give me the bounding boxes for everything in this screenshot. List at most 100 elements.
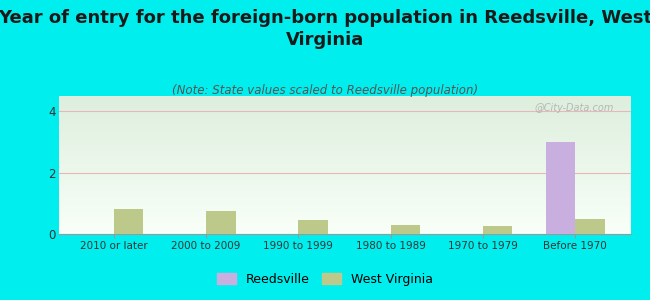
Bar	[58, 175, 630, 176]
Bar	[58, 118, 630, 119]
Bar	[58, 108, 630, 109]
Bar	[58, 137, 630, 138]
Bar	[58, 135, 630, 136]
Bar	[58, 200, 630, 201]
Bar	[114, 209, 144, 234]
Bar	[58, 209, 630, 210]
Bar	[58, 125, 630, 126]
Bar	[58, 121, 630, 122]
Bar	[58, 202, 630, 203]
Bar	[58, 216, 630, 217]
Bar	[58, 188, 630, 189]
Bar	[58, 187, 630, 188]
Bar	[58, 117, 630, 118]
Bar	[58, 232, 630, 233]
Bar	[58, 99, 630, 100]
Bar	[58, 167, 630, 168]
Bar	[298, 220, 328, 234]
Bar	[58, 147, 630, 148]
Bar	[58, 151, 630, 152]
Bar	[58, 193, 630, 194]
Bar	[58, 149, 630, 150]
Bar	[58, 122, 630, 123]
Bar	[58, 176, 630, 177]
Bar	[545, 142, 575, 234]
Bar	[58, 198, 630, 199]
Bar	[58, 114, 630, 115]
Bar	[58, 169, 630, 170]
Bar	[58, 153, 630, 154]
Bar	[58, 140, 630, 141]
Bar	[58, 158, 630, 159]
Bar	[58, 160, 630, 161]
Bar	[58, 133, 630, 134]
Bar	[58, 207, 630, 208]
Bar	[58, 168, 630, 169]
Bar	[58, 152, 630, 153]
Bar	[58, 170, 630, 171]
Bar	[58, 173, 630, 174]
Bar	[58, 113, 630, 114]
Bar	[58, 156, 630, 157]
Bar	[58, 221, 630, 222]
Bar	[58, 124, 630, 125]
Bar	[58, 183, 630, 184]
Bar	[58, 220, 630, 221]
Bar	[58, 97, 630, 98]
Bar	[58, 143, 630, 144]
Bar	[58, 219, 630, 220]
Bar	[58, 185, 630, 186]
Bar	[58, 102, 630, 103]
Bar	[58, 205, 630, 206]
Bar	[58, 139, 630, 140]
Bar	[58, 213, 630, 214]
Bar	[58, 224, 630, 225]
Bar	[58, 104, 630, 105]
Bar	[58, 150, 630, 151]
Bar	[58, 191, 630, 192]
Bar	[58, 218, 630, 219]
Bar	[58, 157, 630, 158]
Bar	[58, 119, 630, 120]
Bar	[58, 227, 630, 228]
Bar	[58, 206, 630, 207]
Bar	[58, 178, 630, 179]
Bar	[58, 103, 630, 104]
Bar	[58, 163, 630, 164]
Bar	[58, 132, 630, 133]
Bar	[206, 211, 236, 234]
Bar	[58, 101, 630, 102]
Bar	[58, 194, 630, 195]
Bar	[58, 154, 630, 155]
Bar	[58, 172, 630, 173]
Bar	[58, 182, 630, 183]
Bar	[58, 208, 630, 209]
Bar	[391, 225, 420, 234]
Bar	[58, 112, 630, 113]
Bar	[575, 219, 604, 234]
Bar	[58, 204, 630, 205]
Bar	[58, 197, 630, 198]
Bar	[58, 189, 630, 190]
Bar	[58, 100, 630, 101]
Bar	[58, 155, 630, 156]
Bar	[58, 107, 630, 108]
Bar	[58, 225, 630, 226]
Bar	[58, 166, 630, 167]
Bar	[58, 109, 630, 110]
Bar	[58, 162, 630, 163]
Bar	[58, 222, 630, 223]
Bar	[58, 131, 630, 132]
Bar	[58, 120, 630, 121]
Bar	[58, 199, 630, 200]
Bar	[58, 165, 630, 166]
Bar	[58, 116, 630, 117]
Bar	[58, 146, 630, 147]
Bar	[483, 226, 512, 234]
Bar	[58, 106, 630, 107]
Bar	[58, 230, 630, 231]
Bar	[58, 214, 630, 215]
Bar	[58, 217, 630, 218]
Bar	[58, 141, 630, 142]
Bar	[58, 142, 630, 143]
